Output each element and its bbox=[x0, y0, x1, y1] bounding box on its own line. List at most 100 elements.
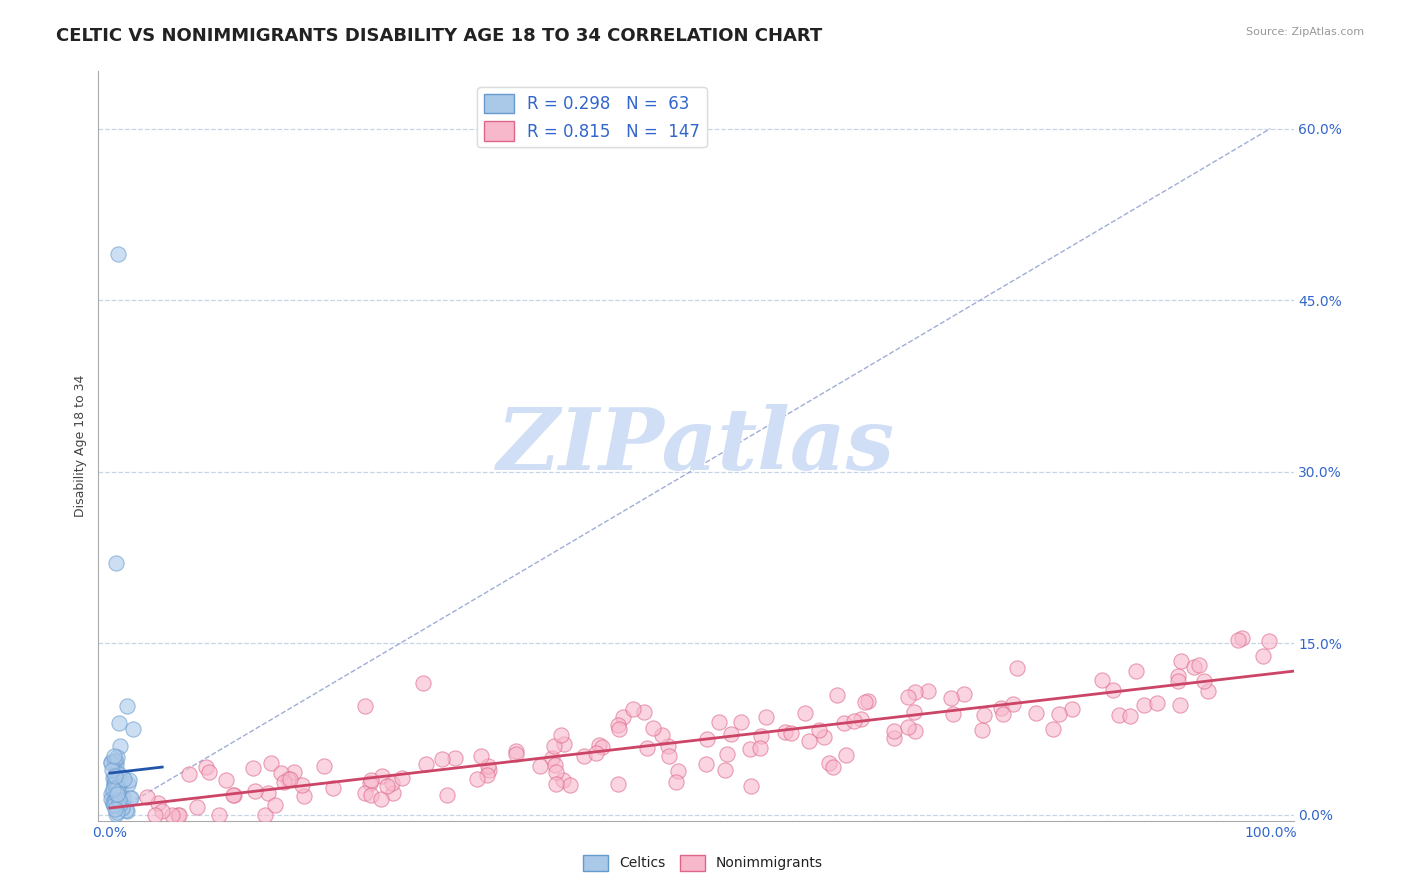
Point bbox=[636, 740, 658, 755]
Point bbox=[779, 726, 801, 740]
Point bbox=[107, 767, 129, 781]
Point bbox=[738, 741, 761, 756]
Point bbox=[897, 720, 920, 734]
Point bbox=[254, 808, 277, 822]
Point bbox=[243, 784, 266, 798]
Point bbox=[748, 740, 770, 755]
Point bbox=[103, 777, 125, 791]
Point bbox=[835, 748, 858, 763]
Point bbox=[851, 712, 873, 726]
Point bbox=[1042, 722, 1064, 736]
Point bbox=[105, 772, 128, 786]
Point bbox=[186, 800, 208, 814]
Point bbox=[695, 756, 717, 771]
Point bbox=[823, 760, 845, 774]
Point bbox=[259, 756, 281, 770]
Point bbox=[658, 749, 681, 764]
Point bbox=[101, 797, 124, 812]
Point bbox=[1257, 634, 1279, 648]
Point bbox=[391, 771, 413, 785]
Point bbox=[775, 725, 797, 739]
Point bbox=[813, 730, 835, 744]
Y-axis label: Disability Age 18 to 34: Disability Age 18 to 34 bbox=[73, 375, 87, 517]
Point bbox=[353, 786, 375, 800]
Point bbox=[754, 710, 776, 724]
Point bbox=[108, 793, 131, 807]
Point bbox=[714, 763, 737, 777]
Point bbox=[917, 684, 939, 698]
Point bbox=[1146, 696, 1168, 710]
Point bbox=[121, 791, 143, 805]
Point bbox=[103, 775, 125, 789]
Point bbox=[208, 808, 231, 822]
Point bbox=[793, 706, 815, 720]
Point bbox=[291, 778, 314, 792]
Point bbox=[104, 556, 127, 570]
Point bbox=[214, 772, 236, 787]
Point bbox=[107, 784, 129, 798]
Point bbox=[1167, 673, 1189, 688]
Point bbox=[553, 737, 575, 751]
Point bbox=[505, 744, 527, 758]
Legend: Celtics, Nonimmigrants: Celtics, Nonimmigrants bbox=[578, 849, 828, 876]
Point bbox=[1168, 698, 1191, 713]
Point bbox=[360, 772, 382, 787]
Point bbox=[105, 789, 128, 803]
Point bbox=[834, 716, 856, 731]
Point bbox=[1025, 706, 1047, 720]
Point bbox=[111, 801, 134, 815]
Point bbox=[100, 792, 122, 806]
Point bbox=[1101, 682, 1123, 697]
Point bbox=[112, 772, 135, 786]
Point bbox=[952, 687, 974, 701]
Point bbox=[612, 710, 634, 724]
Point bbox=[853, 695, 876, 709]
Point bbox=[370, 791, 392, 805]
Point bbox=[550, 729, 572, 743]
Point bbox=[606, 777, 628, 791]
Point bbox=[883, 731, 905, 745]
Point bbox=[104, 754, 127, 768]
Point bbox=[465, 772, 488, 786]
Point bbox=[277, 772, 299, 786]
Point bbox=[666, 764, 689, 778]
Point bbox=[797, 734, 820, 748]
Point bbox=[195, 760, 218, 774]
Point bbox=[371, 769, 394, 783]
Point bbox=[818, 756, 841, 770]
Point bbox=[412, 676, 434, 690]
Point bbox=[540, 750, 562, 764]
Point bbox=[505, 747, 527, 761]
Point bbox=[903, 705, 925, 719]
Point bbox=[103, 749, 125, 764]
Point bbox=[104, 806, 127, 821]
Point bbox=[993, 707, 1015, 722]
Point bbox=[842, 714, 865, 728]
Point bbox=[1133, 698, 1156, 713]
Point bbox=[354, 699, 377, 714]
Point bbox=[112, 771, 135, 785]
Point bbox=[107, 805, 129, 820]
Point bbox=[242, 761, 264, 775]
Point bbox=[544, 777, 567, 791]
Point bbox=[1187, 658, 1209, 673]
Point bbox=[118, 791, 141, 805]
Point bbox=[100, 756, 122, 770]
Point bbox=[897, 690, 920, 704]
Point bbox=[970, 723, 993, 738]
Point bbox=[104, 769, 127, 783]
Point bbox=[375, 780, 398, 794]
Point bbox=[224, 789, 246, 803]
Point bbox=[122, 722, 145, 736]
Point bbox=[904, 685, 927, 699]
Point bbox=[1060, 701, 1083, 715]
Point bbox=[591, 739, 613, 754]
Point bbox=[118, 773, 141, 788]
Point bbox=[941, 690, 963, 705]
Point bbox=[858, 694, 880, 708]
Point bbox=[1001, 697, 1024, 711]
Point bbox=[651, 728, 673, 742]
Point bbox=[607, 722, 630, 736]
Point bbox=[942, 707, 965, 722]
Point bbox=[1192, 674, 1215, 689]
